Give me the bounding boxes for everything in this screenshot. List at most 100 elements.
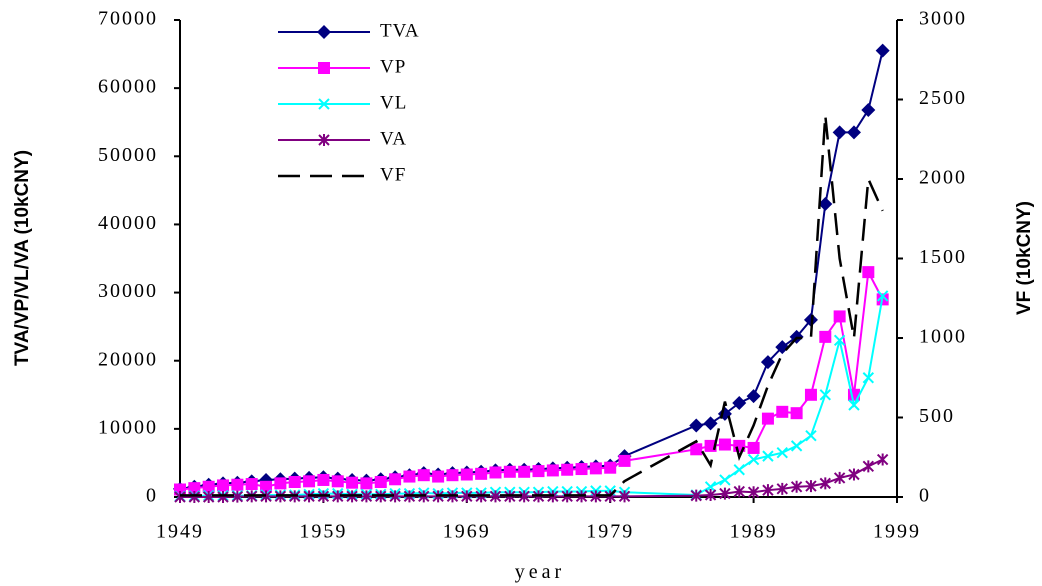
data-point [805, 480, 817, 493]
data-point [848, 468, 860, 481]
x-tick-label: 1949 [156, 521, 204, 543]
data-point [360, 490, 373, 503]
data-point [760, 355, 775, 370]
data-point [719, 487, 731, 500]
legend-marker [318, 62, 330, 74]
data-point [846, 125, 861, 140]
data-point [848, 399, 860, 411]
data-point [374, 476, 387, 489]
data-point [776, 405, 789, 418]
y-tick-label: 0 [146, 485, 158, 507]
data-point [732, 395, 747, 410]
data-point [618, 490, 631, 503]
x-axis-title: year [515, 561, 565, 583]
y-tick-label: 30000 [98, 280, 158, 302]
data-point [604, 461, 617, 474]
y-tick-label: 10000 [98, 416, 158, 438]
data-point [833, 471, 846, 484]
y-tick-label: 70000 [98, 8, 158, 30]
series-line [179, 295, 884, 498]
data-point [819, 477, 832, 490]
legend-label: VL [380, 92, 407, 113]
data-point [446, 469, 459, 482]
data-point [489, 466, 502, 479]
data-point [876, 453, 889, 466]
x-tick-label: 1969 [443, 521, 491, 543]
y-tick-label: 40000 [98, 212, 158, 234]
data-point [833, 310, 846, 323]
data-point [805, 429, 817, 442]
data-point [503, 465, 516, 478]
data-point [719, 474, 731, 486]
data-point [690, 443, 703, 456]
data-point [188, 482, 201, 495]
data-point [403, 470, 416, 483]
data-point [876, 290, 889, 302]
data-point [561, 463, 574, 476]
data-point [389, 490, 401, 503]
data-point [862, 266, 875, 279]
data-point [174, 491, 186, 503]
y2-tick-label: 500 [919, 405, 955, 427]
data-point [761, 412, 774, 425]
legend-label: VP [380, 56, 406, 77]
data-point [618, 454, 631, 467]
data-point [389, 473, 402, 486]
data-point [790, 440, 803, 452]
legend-marker [318, 98, 330, 110]
data-point [532, 465, 545, 478]
y2-axis-title: VF (10kCNY) [1014, 201, 1035, 315]
data-point [762, 450, 774, 462]
data-point [202, 480, 215, 493]
data-point [231, 490, 244, 503]
data-point [762, 484, 774, 497]
x-tick-label: 1959 [299, 521, 347, 543]
data-point [332, 490, 344, 503]
data-point [589, 462, 602, 475]
data-point [274, 477, 287, 490]
data-point [746, 389, 761, 404]
data-point [875, 43, 890, 58]
data-point [518, 490, 530, 503]
y2-tick-label: 0 [919, 485, 931, 507]
data-point [575, 463, 588, 476]
data-point [776, 482, 788, 495]
data-point [245, 478, 258, 491]
y2-tick-label: 1500 [919, 246, 967, 268]
data-point [861, 102, 876, 117]
y-tick-label: 60000 [98, 76, 158, 98]
data-point [790, 407, 803, 420]
series-line [179, 50, 884, 490]
data-point [346, 476, 359, 489]
data-point [432, 470, 445, 483]
data-point [818, 196, 833, 211]
y2-tick-label: 2000 [919, 167, 967, 189]
data-point [689, 418, 704, 433]
data-point [862, 460, 875, 473]
y2-tick-label: 1000 [919, 326, 967, 348]
data-point [704, 488, 717, 501]
data-point [260, 490, 272, 503]
data-point [832, 125, 847, 140]
data-point [862, 372, 875, 384]
x-tick-label: 1999 [873, 521, 921, 543]
data-point [747, 441, 760, 454]
y2-tick-label: 3000 [919, 8, 967, 30]
x-tick-label: 1989 [730, 521, 778, 543]
data-point [690, 489, 702, 502]
data-point [733, 464, 745, 476]
data-point [776, 446, 788, 459]
data-point [260, 480, 273, 493]
data-point [718, 438, 731, 451]
data-point [202, 491, 215, 503]
data-point [704, 481, 717, 493]
data-point [775, 340, 790, 355]
y-tick-label: 50000 [98, 144, 158, 166]
data-point [360, 477, 373, 490]
data-point [288, 476, 301, 489]
data-point [303, 475, 316, 488]
series-line [179, 268, 884, 491]
legend-label: TVA [380, 20, 420, 41]
legend-label: VA [380, 128, 407, 149]
